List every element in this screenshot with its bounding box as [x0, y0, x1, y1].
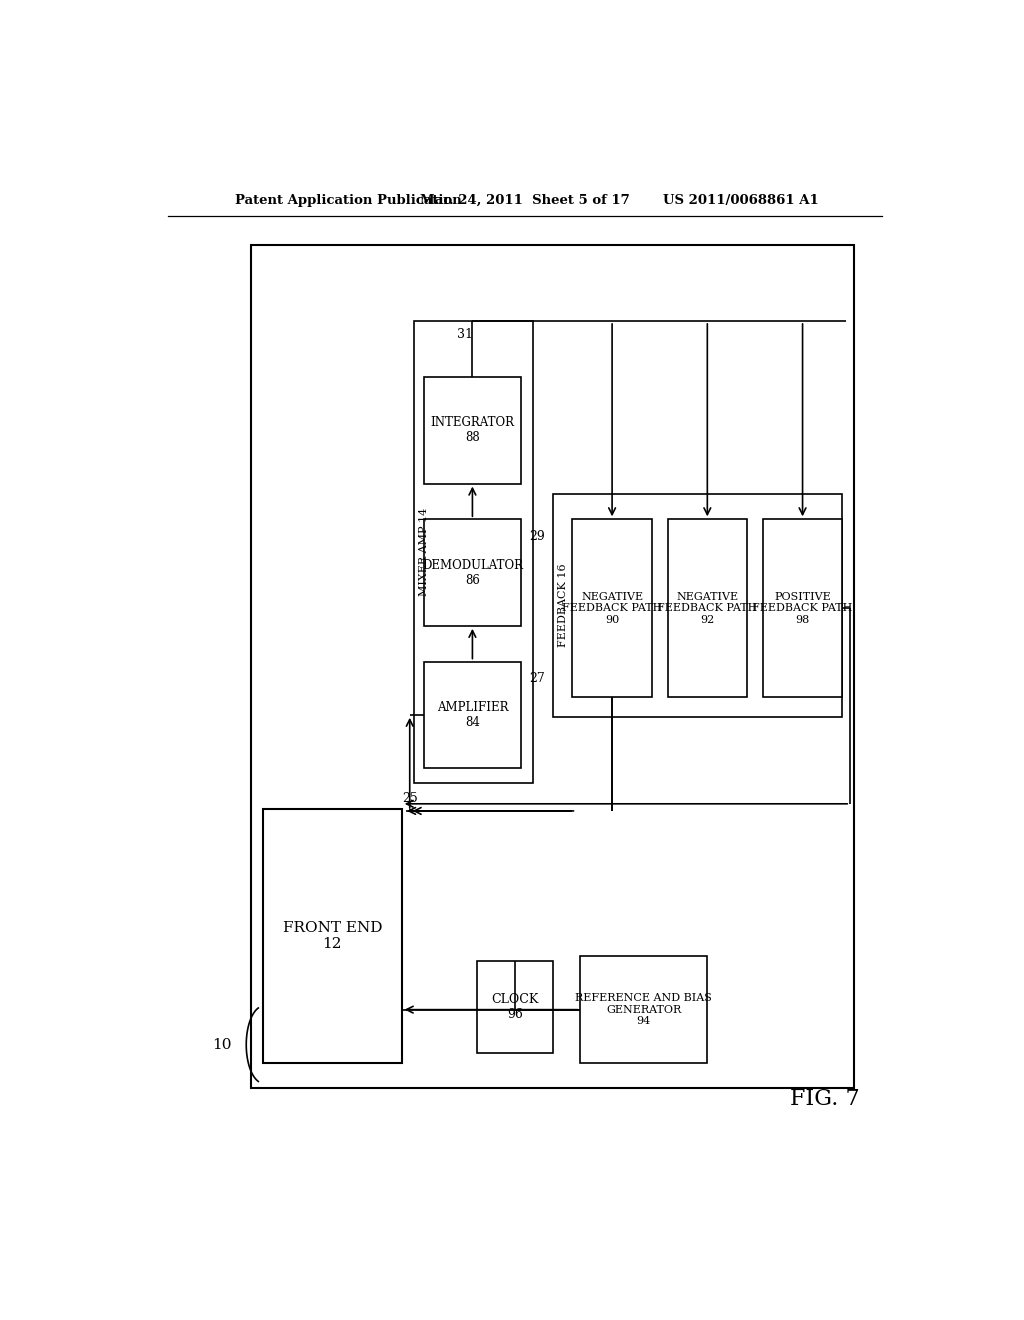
Bar	[414, 321, 532, 784]
Bar	[553, 494, 842, 718]
Text: 29: 29	[528, 531, 545, 543]
Text: DEMODULATOR
86: DEMODULATOR 86	[422, 558, 523, 586]
Text: FEEDBACK 16: FEEDBACK 16	[558, 564, 568, 647]
Bar	[263, 809, 401, 1063]
Bar	[763, 519, 843, 697]
Text: CLOCK
96: CLOCK 96	[492, 993, 539, 1022]
Text: INTEGRATOR
88: INTEGRATOR 88	[430, 416, 514, 445]
Bar	[424, 661, 521, 768]
Text: 25: 25	[401, 792, 418, 805]
Bar	[581, 956, 708, 1063]
Text: REFERENCE AND BIAS
GENERATOR
94: REFERENCE AND BIAS GENERATOR 94	[575, 993, 713, 1026]
Text: 10: 10	[212, 1038, 231, 1052]
Bar	[424, 378, 521, 483]
Text: Patent Application Publication: Patent Application Publication	[236, 194, 462, 207]
Text: FIG. 7: FIG. 7	[790, 1088, 859, 1110]
Text: Mar. 24, 2011  Sheet 5 of 17: Mar. 24, 2011 Sheet 5 of 17	[420, 194, 630, 207]
Text: NEGATIVE
FEEDBACK PATH
92: NEGATIVE FEEDBACK PATH 92	[657, 591, 758, 624]
Text: AMPLIFIER
84: AMPLIFIER 84	[436, 701, 508, 729]
Text: MIXER AMP 14: MIXER AMP 14	[419, 508, 429, 597]
Text: POSITIVE
FEEDBACK PATH
98: POSITIVE FEEDBACK PATH 98	[753, 591, 853, 624]
Bar	[251, 244, 854, 1089]
Bar	[424, 519, 521, 626]
Text: US 2011/0068861 A1: US 2011/0068861 A1	[663, 194, 818, 207]
Text: 27: 27	[528, 672, 545, 685]
Bar	[572, 519, 652, 697]
Bar	[477, 961, 553, 1053]
Bar	[668, 519, 748, 697]
Text: 31: 31	[458, 329, 473, 342]
Text: NEGATIVE
FEEDBACK PATH
90: NEGATIVE FEEDBACK PATH 90	[562, 591, 663, 624]
Text: FRONT END
12: FRONT END 12	[283, 921, 382, 950]
